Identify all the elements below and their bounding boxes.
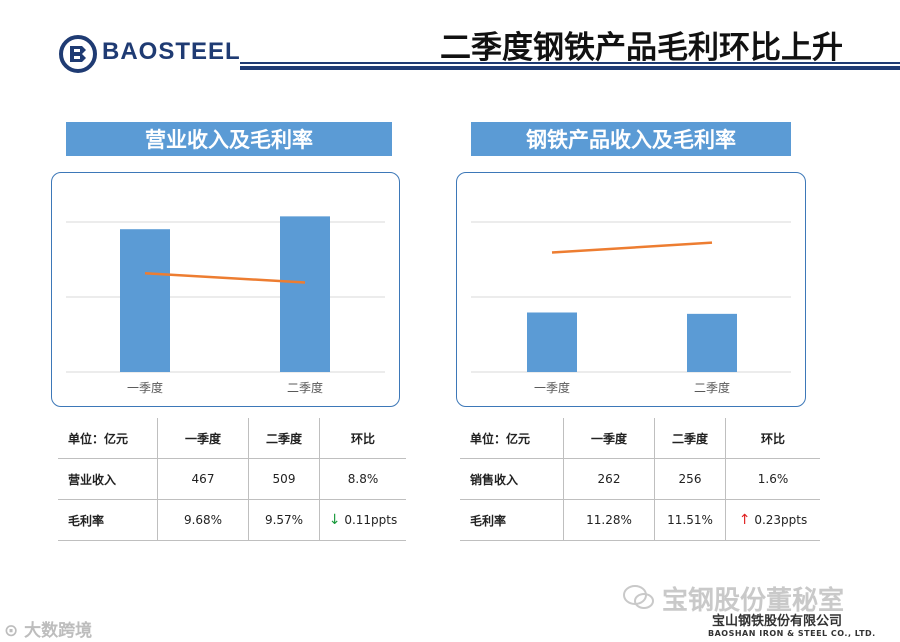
row-label: 销售收入 [460,458,564,500]
row-change-cell: ↑ 0.23ppts [725,499,820,541]
left-section-title: 营业收入及毛利率 [66,122,392,156]
row-q2: 11.51% [654,499,726,541]
table-header-q2: 二季度 [654,418,726,459]
row-label: 营业收入 [58,458,158,500]
row-change: 8.8% [319,458,406,500]
row-q1: 9.68% [157,499,249,541]
row-label: 毛利率 [460,499,564,541]
margin-line [144,272,306,284]
bar-一季度 [527,312,577,372]
corner-watermark-text: 大数跨境 [24,621,93,641]
margin-line [551,241,713,254]
x-tick-label: 二季度 [287,380,323,395]
corner-watermark-icon: ⊙ [4,621,19,641]
baosteel-logo-icon [59,35,97,73]
left-chart-frame: 一季度 二季度 [51,172,400,407]
wechat-icon [623,585,654,609]
row-q2: 9.57% [248,499,320,541]
page-title: 二季度钢铁产品毛利环比上升 [440,30,843,66]
row-change: 0.11ppts [344,513,398,527]
right-chart-frame: 一季度 二季度 [456,172,806,407]
corner-watermark: ⊙ 大数跨境 [4,616,92,641]
right-data-table: 单位：亿元 一季度 二季度 环比 销售收入 262 256 1.6% 毛利率 1… [460,418,820,541]
table-header-unit: 单位：亿元 [58,418,158,459]
row-q1: 262 [563,458,655,500]
row-change: 0.23ppts [754,513,808,527]
table-header-change: 环比 [319,418,406,459]
x-tick-label: 一季度 [127,380,163,395]
bar-一季度 [120,229,170,372]
table-header-row: 单位：亿元 一季度 二季度 环比 [460,418,820,459]
row-q2: 509 [248,458,320,500]
left-chart: 一季度 二季度 [66,216,385,395]
table-header-change: 环比 [725,418,820,459]
header-divider [240,62,900,64]
table-row: 销售收入 262 256 1.6% [460,458,820,500]
row-q1: 467 [157,458,249,500]
brand-name: BAOSTEEL [102,38,241,65]
bar-二季度 [280,216,330,372]
table-header-unit: 单位：亿元 [460,418,564,459]
table-header-q2: 二季度 [248,418,320,459]
company-name-en: BAOSHAN IRON & STEEL CO., LTD. [708,629,876,638]
table-header-q1: 一季度 [563,418,655,459]
company-name-cn: 宝山钢铁股份有限公司 [712,614,843,629]
right-section-title: 钢铁产品收入及毛利率 [471,122,791,156]
header-divider-thick [240,66,900,70]
table-row: 营业收入 467 509 8.8% [58,458,406,500]
x-tick-label: 一季度 [534,380,570,395]
wechat-watermark: 宝钢股份董秘室 [662,586,845,616]
arrow-down-icon: ↓ [328,512,341,528]
left-data-table: 单位：亿元 一季度 二季度 环比 营业收入 467 509 8.8% 毛利率 9… [58,418,406,541]
row-label: 毛利率 [58,499,158,541]
x-tick-label: 二季度 [694,380,730,395]
row-change: 1.6% [725,458,820,500]
table-row: 毛利率 11.28% 11.51% ↑ 0.23ppts [460,499,820,541]
row-q1: 11.28% [563,499,655,541]
arrow-up-icon: ↑ [738,512,751,528]
table-header-q1: 一季度 [157,418,249,459]
row-q2: 256 [654,458,726,500]
right-chart: 一季度 二季度 [471,221,791,395]
bar-二季度 [687,313,737,372]
table-row: 毛利率 9.68% 9.57% ↓ 0.11ppts [58,499,406,541]
row-change-cell: ↓ 0.11ppts [319,499,406,541]
table-header-row: 单位：亿元 一季度 二季度 环比 [58,418,406,459]
